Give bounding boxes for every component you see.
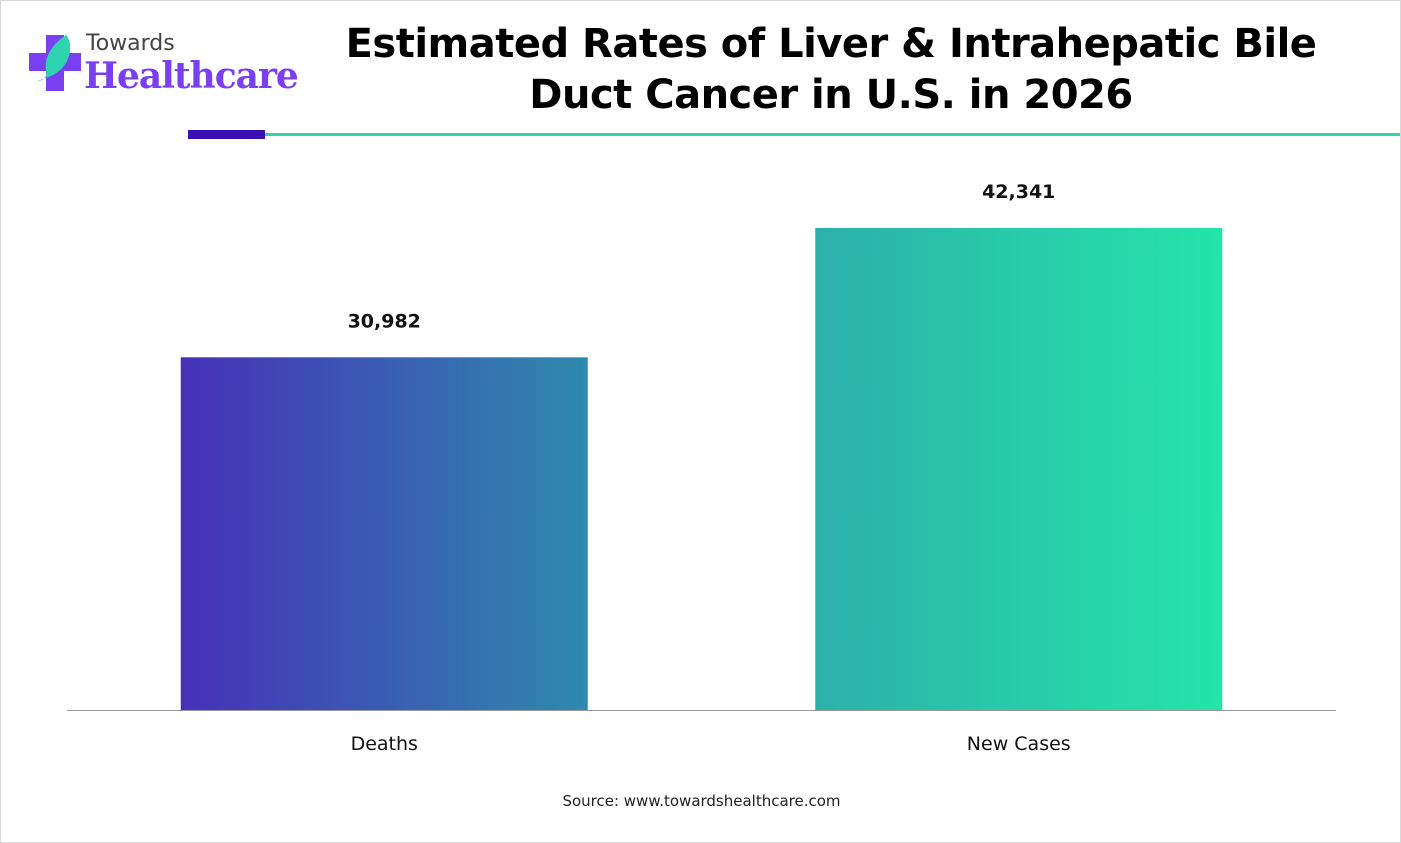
x-tick-label: New Cases	[967, 733, 1071, 755]
data-label: 42,341	[982, 181, 1055, 203]
data-label: 30,982	[348, 310, 421, 332]
bar-new-cases	[815, 228, 1223, 710]
towards-healthcare-logo: Towards Healthcare	[28, 31, 299, 101]
bar-deaths	[180, 357, 588, 710]
chart-title: Estimated Rates of Liver & Intrahepatic …	[345, 21, 1317, 118]
logo-towards: Towards	[86, 31, 175, 56]
logo-healthcare: Healthcare	[84, 55, 299, 97]
x-tick-label: Deaths	[351, 733, 418, 755]
title-underline	[265, 133, 1400, 136]
medical-cross-leaf-icon	[29, 35, 81, 91]
title-underline-accent	[188, 130, 265, 139]
source-note: Source: www.towardshealthcare.com	[562, 792, 841, 810]
